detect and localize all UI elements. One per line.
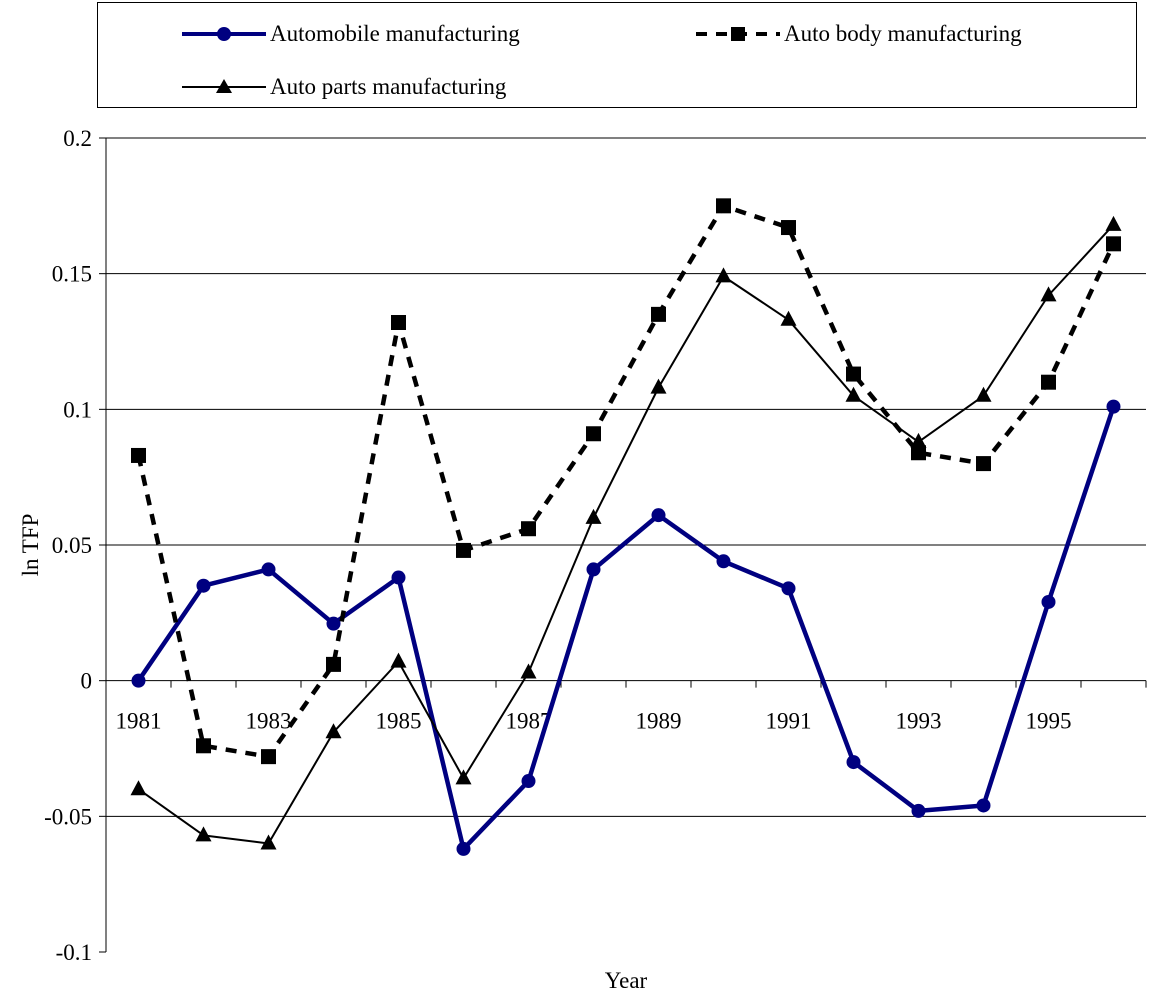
data-point-auto-body	[651, 306, 666, 322]
data-point-auto-parts	[1105, 215, 1122, 231]
data-point-automobile	[456, 841, 471, 856]
data-point-auto-parts	[650, 378, 667, 394]
x-tick-label: 1981	[116, 709, 162, 734]
x-tick-label: 1991	[766, 709, 812, 734]
legend-item-auto-parts: Auto parts manufacturing	[180, 72, 506, 102]
data-point-auto-parts	[455, 769, 472, 785]
data-point-auto-parts	[780, 310, 797, 326]
data-point-auto-body	[456, 542, 471, 558]
data-point-auto-body	[586, 426, 601, 442]
y-tick-label: -0.05	[44, 804, 92, 829]
data-point-auto-parts	[1040, 286, 1057, 302]
legend-label-auto-body: Auto body manufacturing	[784, 21, 1022, 46]
y-tick-label: 0	[81, 669, 93, 694]
x-axis-title: Year	[605, 968, 648, 993]
data-point-automobile	[846, 755, 861, 770]
data-point-auto-parts	[585, 508, 602, 524]
series-line-auto-parts	[137, 224, 1115, 845]
data-point-auto-body	[326, 656, 341, 672]
data-point-automobile	[1106, 399, 1121, 414]
y-tick-label: 0.2	[63, 126, 92, 151]
data-point-auto-parts	[845, 386, 862, 402]
data-point-auto-body	[716, 198, 731, 214]
y-tick-label: 0.15	[52, 262, 92, 287]
data-point-automobile	[1041, 594, 1056, 609]
data-point-automobile	[261, 562, 276, 577]
legend-swatch-auto-parts	[182, 79, 266, 93]
y-tick-label: -0.1	[56, 940, 92, 965]
legend: Automobile manufacturing Auto body manuf…	[97, 2, 1137, 108]
legend-item-auto-body: Auto body manufacturing	[694, 19, 1022, 49]
series-line-automobile	[136, 405, 1116, 852]
data-point-auto-body	[521, 521, 536, 537]
x-tick-label: 1985	[376, 709, 422, 734]
data-point-auto-body	[1041, 374, 1056, 390]
data-point-automobile	[391, 570, 406, 585]
x-tick-label: 1989	[636, 709, 682, 734]
data-point-auto-body	[1106, 236, 1121, 252]
legend-label-auto-parts: Auto parts manufacturing	[270, 74, 507, 99]
data-point-auto-parts	[910, 432, 927, 448]
data-point-automobile	[651, 508, 666, 523]
data-point-automobile	[911, 803, 926, 818]
data-point-automobile	[326, 616, 341, 631]
x-tick-label: 1983	[246, 709, 292, 734]
legend-swatch-auto-body	[696, 27, 780, 41]
data-point-automobile	[131, 673, 146, 688]
data-point-auto-parts	[975, 386, 992, 402]
data-point-automobile	[781, 581, 796, 596]
x-tick-label: 1995	[1026, 709, 1072, 734]
legend-label-automobile: Automobile manufacturing	[270, 21, 520, 46]
data-point-auto-parts	[325, 723, 342, 739]
legend-item-automobile: Automobile manufacturing	[180, 19, 520, 49]
data-point-automobile	[521, 774, 536, 789]
y-tick-label: 0.05	[52, 533, 92, 558]
data-point-auto-body	[391, 315, 406, 331]
data-point-auto-parts	[130, 780, 147, 796]
data-point-automobile	[586, 562, 601, 577]
data-point-auto-body	[781, 220, 796, 236]
data-point-auto-parts	[195, 826, 212, 842]
series-line-auto-body	[136, 203, 1116, 759]
data-point-auto-body	[196, 738, 211, 754]
data-point-automobile	[196, 578, 211, 593]
data-point-automobile	[976, 798, 991, 813]
legend-swatch-automobile	[182, 27, 266, 41]
data-point-auto-body	[261, 749, 276, 765]
x-tick-label: 1993	[896, 709, 942, 734]
data-point-auto-body	[131, 447, 146, 463]
data-point-auto-parts	[520, 663, 537, 679]
data-point-auto-parts	[390, 652, 407, 668]
data-point-auto-parts	[260, 834, 277, 850]
data-point-auto-body	[976, 456, 991, 472]
data-point-auto-body	[846, 366, 861, 382]
y-tick-label: 0.1	[63, 397, 92, 422]
y-axis-title: ln TFP	[18, 514, 43, 577]
data-point-automobile	[716, 554, 731, 569]
data-point-auto-parts	[715, 267, 732, 283]
data-point-auto-body	[911, 445, 926, 461]
